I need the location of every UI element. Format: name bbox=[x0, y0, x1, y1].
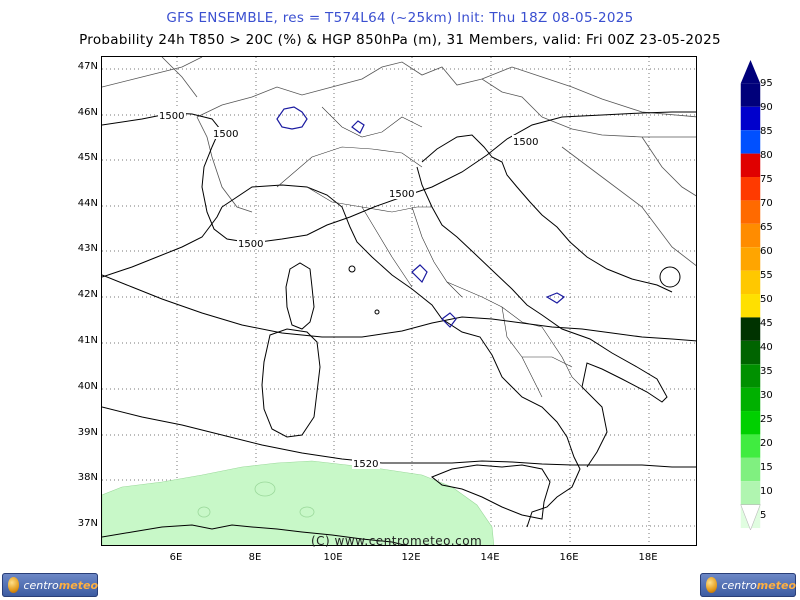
lat-label: 37N bbox=[77, 518, 98, 529]
legend-swatch bbox=[740, 481, 761, 505]
lon-label: 14E bbox=[480, 552, 500, 563]
lat-label: 47N bbox=[77, 61, 98, 72]
legend-label: 40 bbox=[760, 342, 773, 353]
contour-label: 1500 bbox=[238, 239, 263, 250]
legend-swatch bbox=[740, 457, 761, 482]
country-borders bbox=[102, 57, 696, 266]
legend-swatch bbox=[740, 340, 761, 365]
legend-arrow-top bbox=[740, 60, 761, 84]
lat-label: 39N bbox=[77, 427, 98, 438]
contour-label: 1500 bbox=[159, 111, 184, 122]
centrometeo-logo-right[interactable]: centrometeo bbox=[700, 573, 796, 597]
lat-label: 42N bbox=[77, 289, 98, 300]
globe-icon bbox=[8, 577, 20, 593]
lon-label: 8E bbox=[248, 552, 262, 563]
legend-label: 35 bbox=[760, 366, 773, 377]
legend-label: 80 bbox=[760, 150, 773, 161]
copyright-text: (C) www.centrometeo.com bbox=[311, 534, 483, 548]
legend-swatch bbox=[740, 364, 761, 388]
legend-swatch bbox=[740, 317, 761, 341]
legend-label: 75 bbox=[760, 174, 773, 185]
legend-label: 45 bbox=[760, 318, 773, 329]
map-panel: 1500 1500 1500 1500 1500 1520 bbox=[101, 56, 697, 546]
lat-label: 40N bbox=[77, 381, 98, 392]
centrometeo-logo-left[interactable]: centrometeo bbox=[2, 573, 98, 597]
legend-label: 15 bbox=[760, 462, 773, 473]
legend-label: 20 bbox=[760, 438, 773, 449]
legend-label: 65 bbox=[760, 222, 773, 233]
map-canvas: 1500 1500 1500 1500 1500 1520 bbox=[102, 57, 696, 545]
legend-swatch bbox=[740, 270, 761, 295]
contour-label: 1500 bbox=[513, 137, 538, 148]
legend-swatch bbox=[740, 130, 761, 154]
legend-label: 5 bbox=[760, 510, 767, 521]
lat-label: 41N bbox=[77, 335, 98, 346]
legend-label: 55 bbox=[760, 270, 773, 281]
lon-label: 12E bbox=[401, 552, 421, 563]
contour-labels: 1500 1500 1500 1500 1500 1520 bbox=[158, 109, 540, 470]
contour-label: 1500 bbox=[213, 129, 238, 140]
legend-label: 10 bbox=[760, 486, 773, 497]
legend-swatch bbox=[740, 247, 761, 271]
logo-text-part2: meteo bbox=[58, 578, 98, 592]
legend-arrow-bottom bbox=[740, 504, 761, 530]
lat-label: 38N bbox=[77, 472, 98, 483]
legend-label: 30 bbox=[760, 390, 773, 401]
probability-pocket bbox=[254, 481, 276, 497]
regional-borders bbox=[276, 106, 583, 398]
legend-label: 90 bbox=[760, 102, 773, 113]
legend-swatch bbox=[740, 177, 761, 201]
probability-pocket bbox=[197, 506, 211, 518]
geopotential-contours bbox=[102, 111, 696, 468]
legend-swatch bbox=[740, 200, 761, 224]
lat-label: 46N bbox=[77, 107, 98, 118]
legend-label: 70 bbox=[760, 198, 773, 209]
lon-label: 16E bbox=[559, 552, 579, 563]
lon-label: 10E bbox=[323, 552, 343, 563]
globe-icon bbox=[706, 577, 718, 593]
legend-swatch bbox=[740, 434, 761, 458]
legend-label: 50 bbox=[760, 294, 773, 305]
coastlines bbox=[102, 134, 681, 545]
map-title-line2: Probability 24h T850 > 20C (%) & HGP 850… bbox=[79, 32, 721, 48]
legend-label: 85 bbox=[760, 126, 773, 137]
lat-label: 43N bbox=[77, 243, 98, 254]
legend-label: 60 bbox=[760, 246, 773, 257]
legend-label: 25 bbox=[760, 414, 773, 425]
lon-label: 18E bbox=[638, 552, 658, 563]
legend-swatch bbox=[740, 83, 761, 107]
logo-text-part1: centro bbox=[23, 578, 59, 592]
logo-text-part1: centro bbox=[721, 578, 757, 592]
legend-swatch bbox=[740, 387, 761, 412]
legend-label: 95 bbox=[760, 78, 773, 89]
legend-swatch bbox=[740, 411, 761, 435]
legend-swatch bbox=[740, 153, 761, 178]
probability-pocket bbox=[299, 506, 315, 518]
lat-label: 44N bbox=[77, 198, 98, 209]
contour-label: 1500 bbox=[389, 189, 414, 200]
legend-swatches bbox=[740, 83, 761, 529]
legend-colorbar bbox=[740, 60, 761, 530]
logo-text-part2: meteo bbox=[756, 578, 796, 592]
lon-label: 6E bbox=[169, 552, 183, 563]
legend-swatch bbox=[740, 106, 761, 131]
high-probability-spots bbox=[276, 106, 566, 328]
map-title-line1: GFS ENSEMBLE, res = T574L64 (~25km) Init… bbox=[166, 10, 634, 26]
legend-swatch bbox=[740, 223, 761, 248]
contour-label: 1520 bbox=[353, 459, 378, 470]
legend-swatch bbox=[740, 294, 761, 318]
lat-label: 45N bbox=[77, 152, 98, 163]
